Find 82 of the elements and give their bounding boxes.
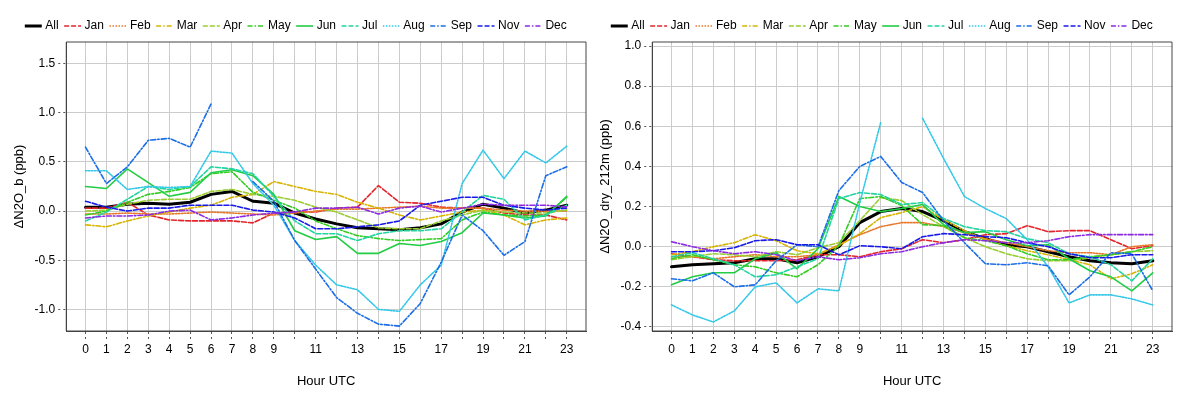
legend-label: Apr [223,18,242,33]
legend-label: Nov [498,18,520,33]
x-tick-label: 9 [270,341,278,356]
x-tick-label: 23 [1146,341,1160,356]
y-tick-label: 0.2 [624,198,642,213]
x-tick-label: 17 [434,341,449,356]
y-tick-label: 0.0 [624,239,642,254]
y-tick-label: 0.4 [624,158,642,173]
x-tick-label: 5 [186,341,194,356]
x-tick-label: 3 [144,341,152,356]
x-tick-label: 6 [207,341,215,356]
x-tick-label: 21 [1104,341,1118,356]
x-tick-label: 17 [1020,341,1035,356]
legend-label: May [853,18,877,33]
legend-label: Feb [129,18,151,33]
y-tick-label: -0.5 [34,252,56,267]
x-axis-title: Hour UTC [882,372,942,388]
legend-label: Jul [948,18,964,33]
legend-label: All [631,18,645,33]
legend-label: All [45,18,59,33]
legend-label: Aug [403,18,425,33]
legend-label: Jun [902,18,923,33]
x-tick-label: 7 [228,341,236,356]
legend-label: Sep [450,18,473,33]
x-tick-label: 5 [772,341,780,356]
x-tick-label: 15 [978,341,993,356]
legend-label: Mar [762,18,784,33]
x-tick-label: 11 [309,341,323,356]
y-tick-label: -1.0 [34,301,56,316]
y-axis-title: ΔN2O_dry_212m (ppb) [597,119,613,254]
legend-label: Jan [670,18,690,33]
y-tick-label: 1.0 [624,38,642,53]
x-tick-label: 4 [751,341,759,356]
y-tick-label: -0.2 [620,279,642,294]
x-tick-label: 2 [124,341,132,356]
x-tick-label: 15 [392,341,407,356]
x-tick-label: 23 [560,341,574,356]
x-tick-label: 11 [895,341,909,356]
x-tick-label: 19 [476,341,491,356]
x-tick-label: 13 [350,341,365,356]
y-tick-label: 1.0 [38,105,56,120]
legend-label: Dec [1131,18,1153,33]
legend-label: Mar [176,18,198,33]
x-tick-label: 1 [103,341,111,356]
x-tick-label: 19 [1062,341,1077,356]
line-series [84,145,568,313]
x-tick-label: 21 [518,341,532,356]
line-series [670,196,1154,262]
y-tick-label: 0.6 [624,118,642,133]
x-tick-label: 0 [82,341,90,356]
line-series [84,205,568,216]
legend-label: Sep [1036,18,1059,33]
x-tick-label: 6 [793,341,801,356]
line-series [84,203,568,221]
y-axis-title: ΔN2O_b (ppb) [11,144,27,229]
x-tick-label: 2 [710,341,718,356]
x-tick-label: 13 [936,341,951,356]
x-axis-title: Hour UTC [296,372,356,388]
y-tick-label: 0.0 [38,203,56,218]
x-tick-label: 1 [689,341,697,356]
legend-label: Apr [809,18,828,33]
y-tick-label: 0.5 [38,154,56,169]
x-tick-label: 9 [856,341,864,356]
legend-label: Nov [1084,18,1106,33]
x-tick-label: 7 [814,341,822,356]
x-tick-label: 8 [249,341,257,356]
y-tick-label: 0.8 [624,78,642,93]
x-tick-label: 4 [165,341,173,356]
line-series [670,155,1154,296]
line-series [84,196,568,230]
legend-label: Jul [362,18,378,33]
x-tick-label: 0 [668,341,676,356]
y-tick-label: 1.5 [38,55,56,70]
y-tick-label: -0.4 [620,319,642,334]
x-tick-label: 8 [835,341,843,356]
legend-label: Aug [989,18,1011,33]
legend-label: Feb [715,18,737,33]
x-tick-label: 3 [730,341,738,356]
legend-label: May [267,18,291,33]
legend-label: Jun [316,18,337,33]
legend-label: Dec [545,18,567,33]
legend-label: Jan [84,18,104,33]
